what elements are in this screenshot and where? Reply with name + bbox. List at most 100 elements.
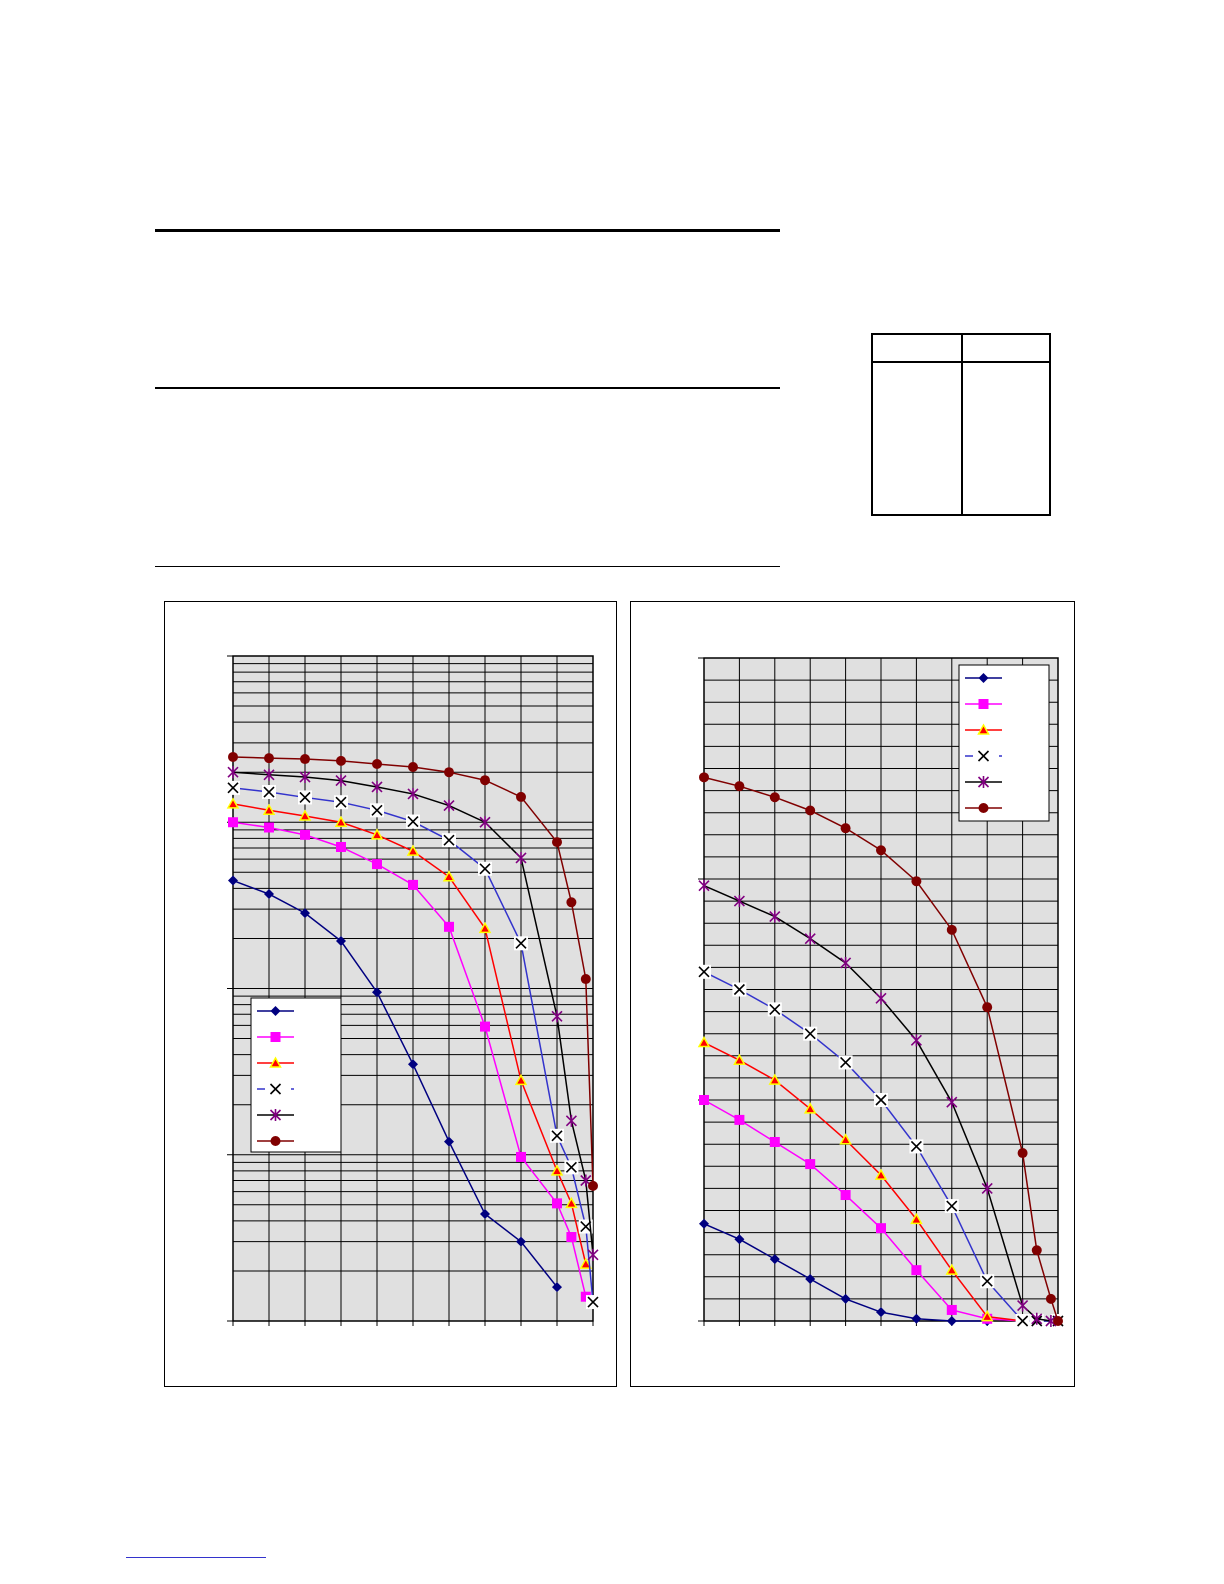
data-point-square (372, 859, 382, 870)
data-point-triangle (839, 1133, 852, 1145)
data-point-triangle (226, 797, 240, 809)
series-5 (227, 766, 599, 1261)
legend-marker-circle (978, 803, 989, 813)
data-point-circle (1017, 1148, 1028, 1159)
data-point-circle (982, 1002, 993, 1013)
data-point-x-cross (1017, 1315, 1029, 1327)
chart-right-svg (697, 657, 1065, 1328)
legend-marker-square (270, 1032, 281, 1042)
series-line (232, 803, 587, 1265)
series-3 (226, 797, 593, 1269)
data-point-x (478, 861, 492, 876)
data-point-x (262, 785, 276, 800)
data-point-diamond (336, 936, 346, 947)
legend-marker-circle (270, 1136, 281, 1146)
data-point-x-cross (515, 937, 527, 949)
data-point-triangle (334, 815, 348, 827)
data-point-diamond (840, 1293, 851, 1304)
section-rule-top (155, 229, 780, 232)
series-2 (228, 817, 591, 1302)
data-point-circle (1045, 1293, 1056, 1304)
data-point-square (769, 1136, 780, 1147)
data-point-circle (1031, 1245, 1042, 1256)
data-point-x-cross (227, 782, 239, 794)
legend-marker-x (268, 1082, 283, 1096)
data-point-diamond (444, 1136, 454, 1147)
data-point-triangle (262, 803, 276, 816)
data-point-diamond (699, 1218, 709, 1229)
data-point-star (875, 992, 887, 1005)
data-point-star (551, 1010, 563, 1023)
data-point-x (298, 790, 312, 805)
data-point-x (586, 1295, 600, 1310)
data-point-circle (840, 823, 851, 834)
data-point-square (911, 1265, 922, 1276)
data-point-x (803, 1026, 818, 1041)
data-point-circle (336, 755, 346, 766)
data-point-x (406, 814, 420, 829)
legend-marker-triangle (269, 1056, 282, 1068)
data-point-circle (876, 845, 886, 856)
data-point-circle (480, 775, 490, 786)
plot-border (232, 655, 594, 1322)
data-point-triangle (565, 1196, 578, 1209)
data-point-circle (408, 761, 418, 772)
data-point-star (1031, 1312, 1043, 1325)
series-line (703, 1099, 1023, 1322)
data-point-triangle (768, 1073, 782, 1085)
data-point-x (514, 936, 528, 951)
data-point-square (876, 1223, 886, 1234)
data-point-square (444, 921, 454, 932)
data-point-x (550, 1128, 564, 1143)
data-point-star (910, 1034, 922, 1047)
data-point-diamond (408, 1059, 418, 1070)
data-point-star (1045, 1315, 1057, 1327)
data-point-star (407, 787, 419, 800)
data-point-triangle (980, 1310, 994, 1322)
data-point-x (909, 1139, 924, 1154)
data-point-star (565, 1114, 577, 1127)
series-line (232, 821, 587, 1297)
legend (958, 664, 1050, 822)
data-point-triangle (945, 1263, 959, 1275)
spec-table (871, 333, 1051, 516)
legend-box (250, 997, 342, 1153)
footer-link[interactable] (126, 1557, 266, 1558)
data-point-x-cross (946, 1200, 958, 1212)
legend-marker-diamond (978, 673, 989, 683)
data-point-x-cross (981, 1275, 993, 1287)
data-point-star (515, 851, 527, 864)
series-6 (228, 751, 598, 1191)
chart-linear-scale (630, 601, 1075, 1387)
legend-marker-triangle (977, 723, 990, 735)
data-point-square (480, 1021, 490, 1032)
data-point-square (264, 822, 274, 833)
data-point-star (946, 1096, 958, 1109)
data-point-diamond (480, 1209, 490, 1220)
data-point-triangle (874, 1168, 888, 1180)
data-point-diamond (734, 1234, 745, 1245)
legend-box (958, 664, 1050, 822)
data-point-x-cross (580, 1220, 592, 1233)
data-point-x-cross (565, 1161, 577, 1173)
data-point-circle (228, 751, 238, 762)
data-point-star (769, 910, 781, 923)
data-point-x-cross (733, 983, 745, 996)
data-point-star (804, 932, 816, 945)
data-point-diamond (805, 1274, 816, 1285)
data-point-circle (699, 772, 709, 783)
data-point-x (442, 833, 456, 848)
data-point-x (370, 803, 384, 818)
data-point-x (944, 1199, 959, 1214)
data-point-circle (264, 753, 274, 764)
data-point-square (734, 1114, 745, 1125)
data-point-triangle (298, 809, 312, 821)
data-point-circle (552, 837, 562, 848)
data-point-x-cross (371, 804, 383, 816)
data-point-circle (300, 754, 310, 765)
series-6 (699, 772, 1063, 1326)
data-point-square (228, 817, 238, 828)
data-point-x-cross (587, 1296, 599, 1308)
series-5 (698, 879, 1057, 1327)
